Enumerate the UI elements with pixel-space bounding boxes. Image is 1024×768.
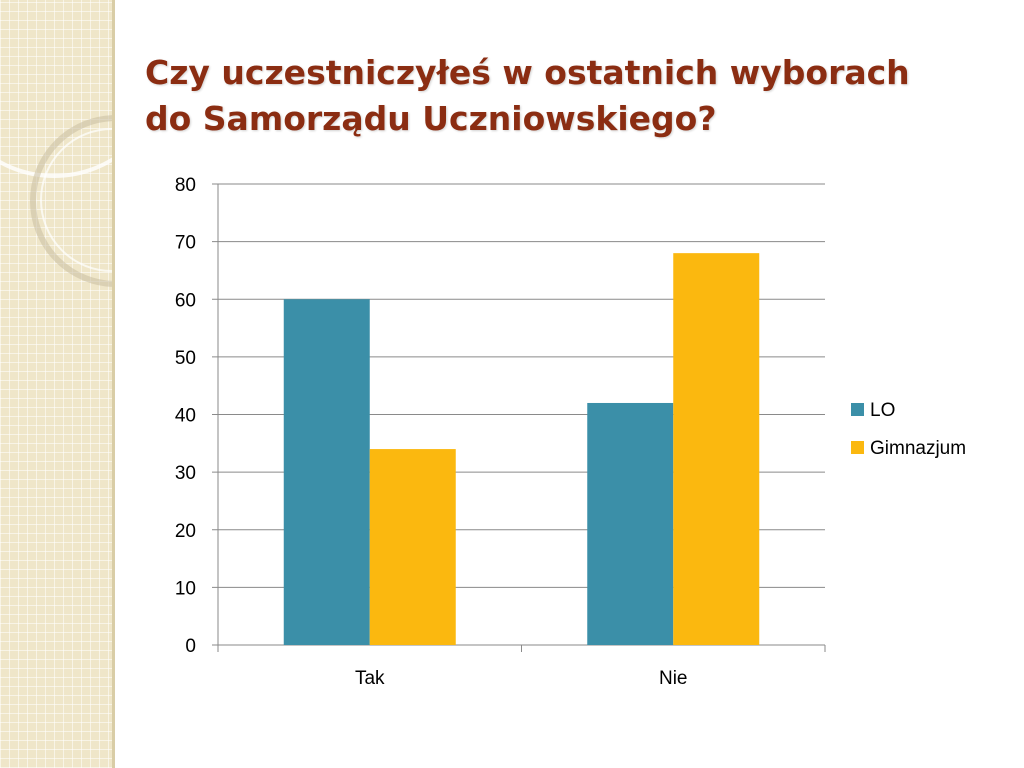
y-tick-label: 60: [175, 290, 196, 311]
legend-swatch: [851, 441, 864, 454]
legend-swatch: [851, 403, 864, 416]
legend-label: Gimnazjum: [870, 438, 966, 459]
decorative-side-panel: [0, 0, 112, 768]
y-tick-label: 0: [185, 636, 196, 657]
y-tick-label: 50: [175, 348, 196, 369]
slide-title-line-1: Czy uczestniczyłeś w ostatnich wyborach: [145, 53, 910, 92]
y-tick-label: 10: [175, 578, 196, 599]
legend-label: LO: [870, 400, 895, 421]
slide-title-line-2: do Samorządu Uczniowskiego?: [145, 99, 717, 138]
y-tick-label: 80: [175, 175, 196, 196]
bar-lo-nie: [587, 402, 674, 645]
bar-gimnazjum-nie: [673, 253, 760, 645]
bar-lo-tak: [283, 299, 370, 645]
bar-gimnazjum-tak: [369, 449, 456, 645]
y-tick-label: 30: [175, 463, 196, 484]
side-panel-edge: [112, 0, 115, 768]
x-tick-label: Tak: [355, 668, 385, 689]
x-tick-label: Nie: [659, 668, 688, 689]
y-tick-label: 70: [175, 233, 196, 254]
y-tick-label: 20: [175, 521, 196, 542]
slide-title: Czy uczestniczyłeś w ostatnich wyborach …: [145, 50, 985, 142]
y-tick-label: 40: [175, 406, 196, 427]
